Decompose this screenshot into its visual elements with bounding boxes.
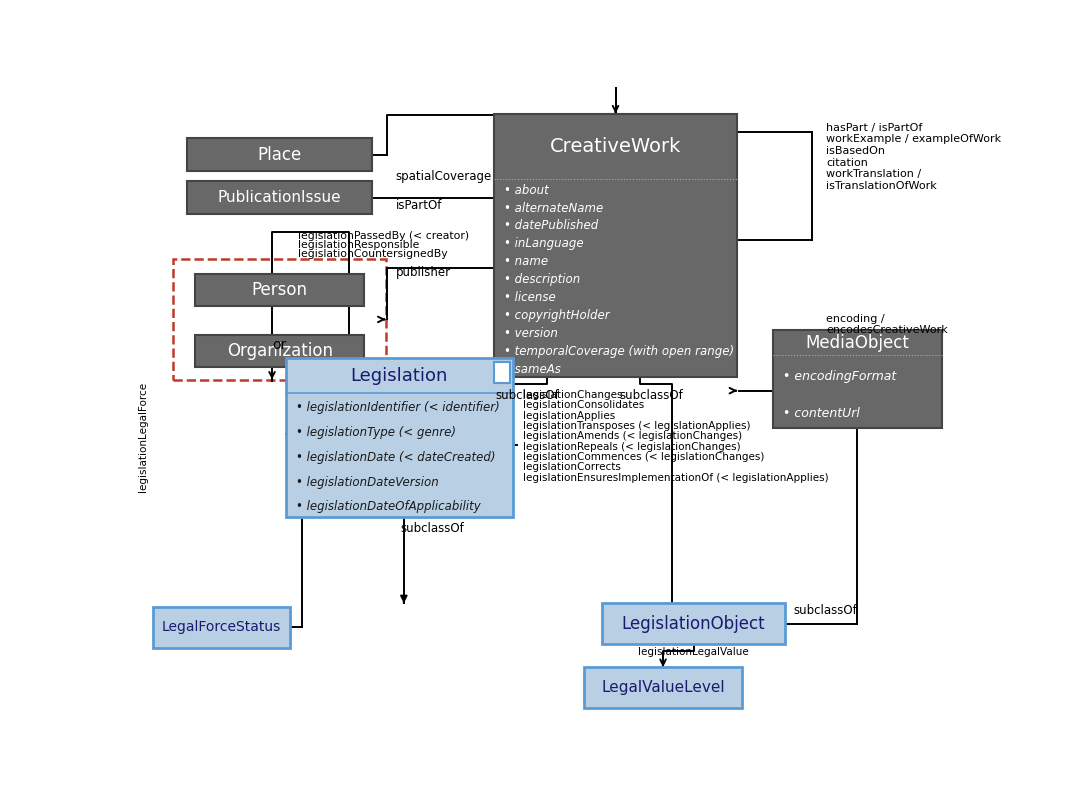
Text: legislationCountersignedBy: legislationCountersignedBy xyxy=(298,249,447,259)
Text: • description: • description xyxy=(504,273,580,286)
FancyBboxPatch shape xyxy=(186,138,373,172)
Text: isBasedOn: isBasedOn xyxy=(826,146,885,156)
Text: subclassOf: subclassOf xyxy=(496,389,559,401)
Text: LegalForceStatus: LegalForceStatus xyxy=(162,620,281,634)
FancyBboxPatch shape xyxy=(285,358,513,516)
Text: • datePublished: • datePublished xyxy=(504,219,597,232)
Text: LegalValueLevel: LegalValueLevel xyxy=(602,680,725,695)
Text: • temporalCoverage (with open range): • temporalCoverage (with open range) xyxy=(504,345,734,358)
Text: PublicationIssue: PublicationIssue xyxy=(218,190,342,205)
FancyBboxPatch shape xyxy=(584,667,742,708)
Text: legislationTransposes (< legislationApplies): legislationTransposes (< legislationAppl… xyxy=(523,421,750,431)
Text: • legislationType (< genre): • legislationType (< genre) xyxy=(296,426,456,439)
Text: legislationRepeals (< legislationChanges): legislationRepeals (< legislationChanges… xyxy=(523,441,740,452)
Text: Organization: Organization xyxy=(227,342,332,361)
FancyBboxPatch shape xyxy=(494,113,737,377)
Text: isTranslationOfWork: isTranslationOfWork xyxy=(826,181,937,191)
Text: legislationChanges: legislationChanges xyxy=(523,390,622,400)
Text: legislationLegalValue: legislationLegalValue xyxy=(638,647,749,657)
Text: encoding /: encoding / xyxy=(826,314,885,324)
Text: • license: • license xyxy=(504,291,556,304)
Text: legislationConsolidates: legislationConsolidates xyxy=(523,401,644,410)
Text: subclassOf: subclassOf xyxy=(620,389,684,401)
Text: Legislation: Legislation xyxy=(350,366,448,385)
Text: workTranslation /: workTranslation / xyxy=(826,169,921,180)
Text: • legislationIdentifier (< identifier): • legislationIdentifier (< identifier) xyxy=(296,401,499,414)
Text: legislationAmends (< legislationChanges): legislationAmends (< legislationChanges) xyxy=(523,431,742,441)
Text: workExample / exampleOfWork: workExample / exampleOfWork xyxy=(826,134,1001,144)
Text: or: or xyxy=(272,338,286,352)
Text: legislationResponsible: legislationResponsible xyxy=(298,240,420,250)
FancyBboxPatch shape xyxy=(494,361,510,383)
Text: legislationEnsuresImplementationOf (< legislationApplies): legislationEnsuresImplementationOf (< le… xyxy=(523,472,829,483)
Text: • copyrightHolder: • copyrightHolder xyxy=(504,309,609,322)
Text: MediaObject: MediaObject xyxy=(805,334,910,352)
Text: • sameAs: • sameAs xyxy=(504,363,560,376)
Text: legislationCommences (< legislationChanges): legislationCommences (< legislationChang… xyxy=(523,452,764,462)
Text: • alternateName: • alternateName xyxy=(504,202,603,215)
Text: subclassOf: subclassOf xyxy=(400,523,463,535)
FancyBboxPatch shape xyxy=(195,335,364,367)
Text: encodesCreativeWork: encodesCreativeWork xyxy=(826,325,948,335)
Text: LegislationObject: LegislationObject xyxy=(622,614,766,633)
Text: • legislationDate (< dateCreated): • legislationDate (< dateCreated) xyxy=(296,451,495,464)
Text: hasPart / isPartOf: hasPart / isPartOf xyxy=(826,123,922,132)
FancyBboxPatch shape xyxy=(602,603,785,644)
Text: spatialCoverage: spatialCoverage xyxy=(395,170,492,184)
Text: • encodingFormat: • encodingFormat xyxy=(783,370,896,383)
Text: legislationPassedBy (< creator): legislationPassedBy (< creator) xyxy=(298,231,470,242)
FancyBboxPatch shape xyxy=(153,607,290,647)
Text: • name: • name xyxy=(504,255,547,268)
Text: legislationLegalForce: legislationLegalForce xyxy=(138,381,148,492)
Text: • legislationDateOfApplicability: • legislationDateOfApplicability xyxy=(296,500,480,513)
Text: citation: citation xyxy=(826,158,868,168)
Text: publisher: publisher xyxy=(395,267,450,279)
Text: legislationCorrects: legislationCorrects xyxy=(523,462,621,472)
Text: • inLanguage: • inLanguage xyxy=(504,237,584,251)
Text: CreativeWork: CreativeWork xyxy=(550,137,682,156)
Text: • about: • about xyxy=(504,184,548,196)
FancyBboxPatch shape xyxy=(773,330,941,428)
Text: subclassOf: subclassOf xyxy=(793,603,857,617)
Text: Person: Person xyxy=(251,281,308,299)
FancyBboxPatch shape xyxy=(186,181,373,215)
Text: legislationApplies: legislationApplies xyxy=(523,411,615,421)
Text: isPartOf: isPartOf xyxy=(395,199,442,211)
Text: • version: • version xyxy=(504,327,558,340)
Text: • contentUrl: • contentUrl xyxy=(783,406,859,420)
FancyBboxPatch shape xyxy=(195,274,364,306)
Text: • legislationDateVersion: • legislationDateVersion xyxy=(296,476,439,488)
Text: Place: Place xyxy=(258,146,301,164)
